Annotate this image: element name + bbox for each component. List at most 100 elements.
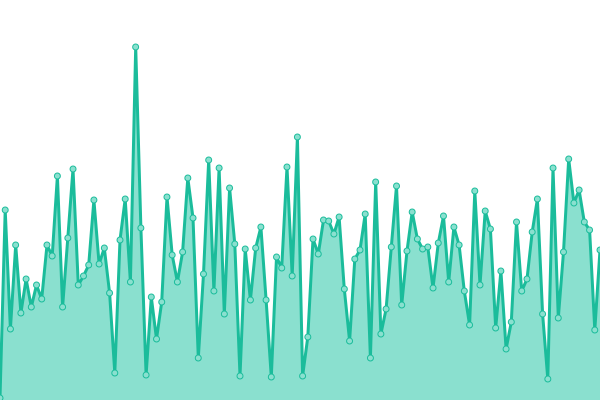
data-point [137,224,145,232]
data-point [95,260,103,268]
data-point [17,309,25,317]
data-point [346,337,354,345]
data-point [544,375,552,383]
data-point [90,196,98,204]
data-point [111,369,119,377]
data-point [445,278,453,286]
data-point [304,333,312,341]
data-point [513,218,521,226]
data-point [497,267,505,275]
data-point [340,285,348,293]
data-point [184,174,192,182]
data-point [466,321,474,329]
data-point [126,278,134,286]
data-point [210,287,218,295]
data-point [356,246,364,254]
data-point [6,325,14,333]
data-point [53,172,61,180]
data-point [591,326,599,334]
data-point [273,253,281,261]
data-point [1,206,9,214]
data-point [12,241,20,249]
data-point [132,43,140,51]
data-point [69,165,77,173]
data-point [387,243,395,251]
data-point [153,335,161,343]
data-point [220,310,228,318]
data-point [570,199,578,207]
data-point [314,250,322,258]
data-point [22,275,30,283]
data-point [236,372,244,380]
data-point [205,156,213,164]
data-point [393,182,401,190]
data-point [226,184,234,192]
data-point [408,208,416,216]
data-point [481,207,489,215]
data-point [533,195,541,203]
data-point [361,210,369,218]
data-point [194,354,202,362]
data-point [283,163,291,171]
data-point [586,226,594,234]
data-point [293,133,301,141]
data-point [257,223,265,231]
data-point [246,296,254,304]
data-point [528,228,536,236]
data-point [262,296,270,304]
data-point [158,298,166,306]
data-point [492,324,500,332]
data-point [48,252,56,260]
data-point [85,261,93,269]
data-point [278,264,286,272]
data-point [252,244,260,252]
data-point [580,218,588,226]
data-point [382,305,390,313]
data-point [575,186,583,194]
data-point [539,310,547,318]
data-point [43,241,51,249]
area-fill [0,47,600,400]
data-point [549,164,557,172]
data-point [179,248,187,256]
data-point [199,270,207,278]
data-point [59,303,67,311]
data-point [330,230,338,238]
data-point [351,255,359,263]
data-point [434,239,442,247]
data-point [596,246,600,254]
data-point [189,214,197,222]
data-point [74,281,82,289]
data-point [116,236,124,244]
data-point [33,281,41,289]
data-point [325,217,333,225]
data-point [147,293,155,301]
data-point [173,278,181,286]
data-point [121,195,129,203]
data-point [403,247,411,255]
data-point [424,243,432,251]
data-point [413,235,421,243]
data-point [231,240,239,248]
data-point [79,272,87,280]
data-point [372,178,380,186]
data-point [299,372,307,380]
data-point [0,394,4,400]
data-point [502,345,510,353]
data-point [518,287,526,295]
data-point [377,330,385,338]
data-point [366,354,374,362]
data-points [0,43,600,400]
data-point [215,164,223,172]
data-point [450,223,458,231]
data-point [38,295,46,303]
data-point [398,301,406,309]
data-point [565,155,573,163]
data-point [163,193,171,201]
data-point [335,213,343,221]
data-point [309,235,317,243]
data-point [64,234,72,242]
data-point [559,248,567,256]
data-point [460,287,468,295]
